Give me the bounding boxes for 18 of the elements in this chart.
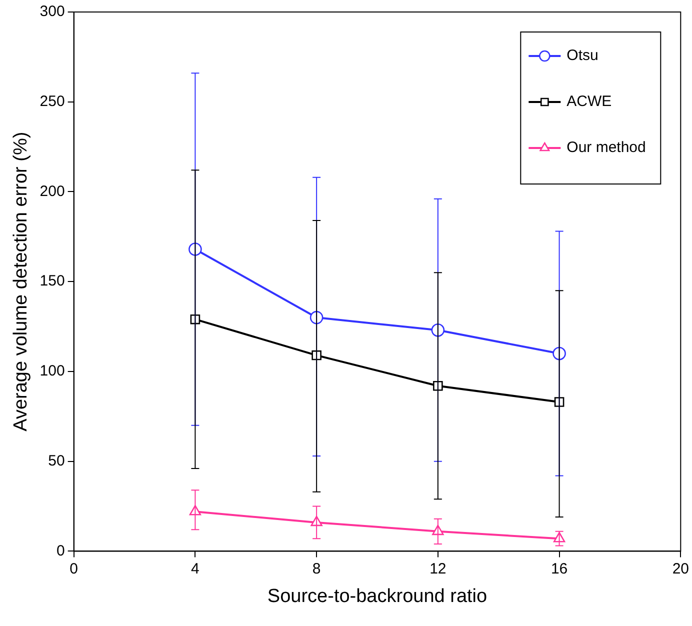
y-axis-title: Average volume detection error (%) <box>10 132 32 432</box>
y-tick-label: 250 <box>40 93 65 110</box>
x-tick-label: 4 <box>191 560 200 578</box>
x-tick-label: 8 <box>312 560 321 578</box>
legend-label: Our method <box>566 139 646 156</box>
x-tick-label: 0 <box>70 560 78 578</box>
x-tick-label: 16 <box>550 560 568 578</box>
x-tick-label: 20 <box>672 560 689 578</box>
y-tick-label: 100 <box>40 362 65 380</box>
y-tick-label: 0 <box>56 542 65 560</box>
y-tick-label: 200 <box>40 182 65 200</box>
y-tick-label: 50 <box>48 452 65 470</box>
y-tick-label: 300 <box>40 3 65 20</box>
y-tick-label: 150 <box>40 272 65 290</box>
legend-label: Otsu <box>566 47 598 64</box>
x-axis-title: Source-to-backround ratio <box>267 586 488 607</box>
legend-label: ACWE <box>566 93 612 110</box>
x-tick-label: 12 <box>430 560 446 578</box>
